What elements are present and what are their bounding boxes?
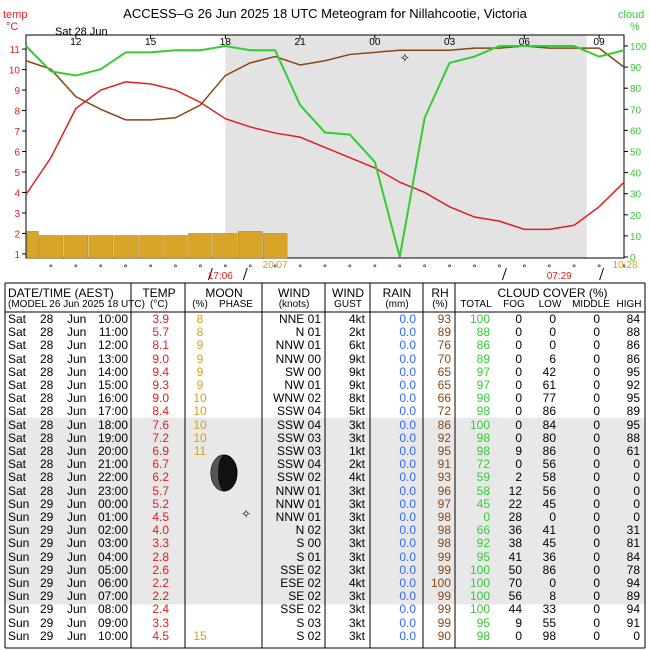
right-y-tick-label: 90 — [630, 63, 642, 74]
series-line-cloud — [25, 44, 625, 258]
wind-marker: ° — [597, 264, 602, 274]
wind-marker: ° — [497, 264, 502, 274]
sunset-label: 10:28 — [612, 260, 637, 271]
wind-marker: ° — [348, 264, 353, 274]
moonrise-label: 20:07 — [263, 260, 288, 271]
wind-marker: ° — [123, 264, 128, 274]
wind-marker: ° — [49, 264, 54, 274]
rain-bar — [26, 231, 39, 259]
wind-marker: ° — [422, 264, 427, 274]
rain-bar — [188, 233, 213, 259]
right-y-tick-label: 40 — [630, 169, 642, 180]
plot-frame — [25, 34, 625, 259]
x-tick-label: 03 — [444, 37, 456, 48]
right-y-tick-label: 0 — [630, 253, 636, 264]
wind-marker: ° — [173, 264, 178, 274]
wind-marker: ° — [447, 264, 452, 274]
star-icon: ✧ — [241, 507, 251, 521]
series-line-temp — [25, 81, 625, 231]
wind-marker: ° — [373, 264, 378, 274]
x-tick-label: 18 — [220, 37, 232, 48]
right-y-tick-label: 10 — [630, 232, 642, 243]
left-y-tick-label: 8 — [14, 107, 20, 118]
x-tick-label: 09 — [594, 37, 606, 48]
left-y-tick-label: 9 — [14, 86, 20, 97]
event-tick — [599, 267, 605, 281]
wind-marker: ° — [198, 264, 203, 274]
right-y-tick-label: 50 — [630, 148, 642, 159]
right-y-tick-label: 100 — [630, 42, 647, 53]
left-y-tick-label: 3 — [14, 209, 20, 220]
rain-bar — [163, 235, 188, 259]
event-tick — [501, 267, 507, 281]
right-axis-unit-1: cloud — [618, 9, 644, 21]
wind-marker: ° — [522, 264, 527, 274]
table-grid: ✧ — [4, 282, 646, 649]
rain-bar — [238, 231, 263, 259]
wind-marker: ° — [99, 264, 104, 274]
right-y-tick-label: 80 — [630, 84, 642, 95]
rain-bar — [138, 235, 163, 259]
wind-marker: ° — [472, 264, 477, 274]
rain-bar — [262, 233, 288, 259]
x-tick-label: 00 — [369, 37, 381, 48]
chart-title: ACCESS–G 26 Jun 2025 18 UTC Meteogram fo… — [123, 6, 527, 21]
x-tick-label: 06 — [519, 37, 531, 48]
left-axis-unit-2: °C — [6, 21, 18, 33]
moonset-label: 17:06 — [208, 271, 233, 282]
rain-bar — [113, 235, 138, 259]
right-y-tick-label: 60 — [630, 126, 642, 137]
right-y-tick-label: 70 — [630, 105, 642, 116]
rain-bar — [213, 233, 238, 259]
event-tick — [242, 267, 248, 281]
rain-bar — [88, 235, 113, 259]
left-y-tick-label: 6 — [14, 148, 20, 159]
x-tick-label: 21 — [295, 37, 307, 48]
left-y-tick-label: 2 — [14, 229, 20, 240]
left-y-tick-label: 5 — [14, 168, 20, 179]
left-axis-unit-1: temp — [3, 9, 27, 21]
left-y-tick-label: 10 — [9, 66, 21, 77]
left-y-tick-label: 7 — [14, 127, 20, 138]
right-y-tick-label: 30 — [630, 190, 642, 201]
rain-bar — [63, 235, 89, 259]
x-tick-label: 12 — [70, 37, 82, 48]
wind-marker: ° — [398, 264, 403, 274]
wind-marker: ° — [74, 264, 79, 274]
wind-marker: ° — [323, 264, 328, 274]
wind-marker: ° — [572, 264, 577, 274]
wind-marker: ° — [248, 264, 253, 274]
event-tick — [207, 267, 213, 281]
left-y-tick-label: 1 — [14, 250, 20, 261]
wind-marker: ° — [547, 264, 552, 274]
sunrise-label: 07:29 — [547, 271, 572, 282]
wind-marker: ° — [148, 264, 153, 274]
moon-phase-icon — [210, 454, 238, 492]
star-icon: ✧ — [400, 51, 410, 65]
rain-bar — [38, 235, 64, 259]
wind-marker: ° — [273, 264, 278, 274]
right-y-tick-label: 20 — [630, 211, 642, 222]
right-axis-unit-2: % — [630, 21, 640, 33]
left-y-tick-label: 4 — [14, 188, 20, 199]
plot-area: 12 15 18 21 00 03 06 09123456789101101020304050… — [9, 34, 647, 282]
wind-marker: ° — [622, 264, 627, 274]
wind-marker: ° — [223, 264, 228, 274]
left-y-tick-label: 11 — [10, 45, 21, 56]
wind-marker: ° — [298, 264, 303, 274]
x-tick-label: 15 — [145, 37, 157, 48]
